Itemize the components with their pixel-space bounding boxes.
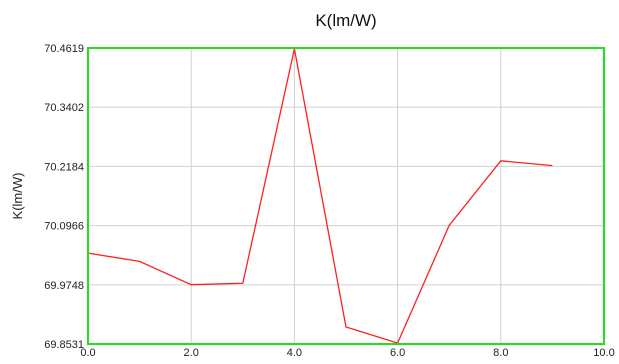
grid — [87, 47, 605, 345]
x-tick-label: 6.0 — [390, 347, 405, 359]
x-tick-label: 4.0 — [287, 347, 302, 359]
x-tick-label: 0.0 — [80, 347, 95, 359]
y-tick-label: 69.8531 — [44, 339, 84, 351]
plot-area-border — [87, 47, 605, 345]
chart-title: K(lm/W) — [315, 11, 376, 30]
x-tick-label: 2.0 — [184, 347, 199, 359]
y-tick-label: 70.0966 — [44, 221, 84, 233]
y-tick-label: 70.4619 — [44, 43, 84, 55]
tick-labels: 0.0 2.0 4.0 6.0 8.0 10.0 70.4619 70.3402 70.2184… — [44, 43, 614, 359]
series-layer — [87, 48, 553, 344]
y-axis-title: K(lm/W) — [10, 173, 25, 220]
x-tick-label: 10.0 — [593, 347, 614, 359]
y-tick-label: 70.2184 — [44, 161, 84, 173]
y-tick-label: 69.9748 — [44, 280, 84, 292]
y-tick-label: 70.3402 — [44, 102, 84, 114]
x-tick-label: 8.0 — [493, 347, 508, 359]
series-line — [87, 48, 553, 344]
